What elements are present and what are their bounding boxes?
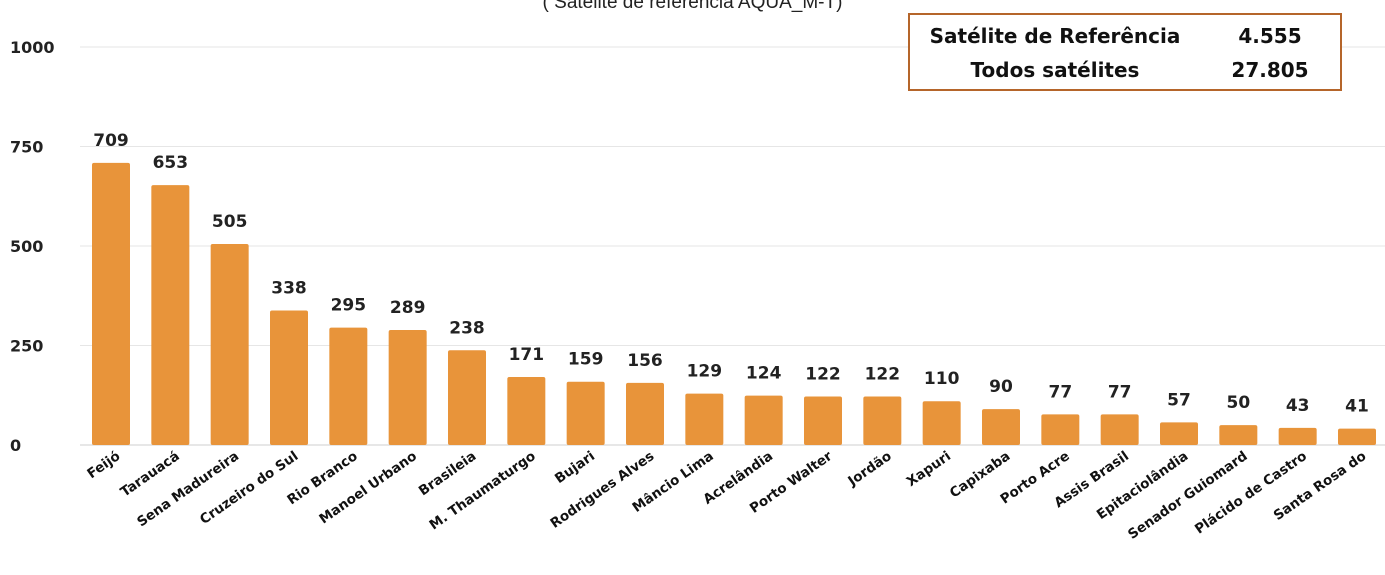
data-label: 238: [449, 318, 485, 338]
x-category-label: Feijó: [84, 448, 123, 482]
data-label: 295: [331, 296, 367, 316]
summary-table: Satélite de Referência 4.555 Todos satél…: [908, 13, 1342, 91]
data-label: 50: [1226, 393, 1250, 413]
bar: [1160, 422, 1198, 445]
data-label: 129: [687, 362, 723, 382]
data-label: 124: [746, 364, 782, 384]
data-label: 289: [390, 298, 426, 318]
data-label: 156: [627, 351, 663, 371]
bar: [626, 382, 664, 445]
bar: [685, 393, 724, 445]
bar: [922, 401, 961, 445]
data-label: 338: [271, 278, 307, 298]
bar: [210, 244, 249, 445]
bar: [270, 310, 308, 445]
y-tick-label: 250: [10, 337, 43, 356]
x-category-label: Cruzeiro do Sul: [197, 448, 301, 528]
data-label: 122: [865, 364, 901, 384]
data-label: 653: [153, 153, 189, 173]
bar: [566, 381, 605, 445]
y-tick-label: 750: [10, 138, 43, 157]
data-label: 90: [989, 377, 1013, 397]
data-label: 505: [212, 212, 248, 232]
data-label: 171: [509, 345, 545, 365]
summary-row-reference: Satélite de Referência 4.555: [910, 19, 1340, 53]
x-category-label: Manoel Urbano: [316, 448, 420, 527]
bar: [804, 396, 842, 445]
bar: [1278, 427, 1317, 445]
x-category-label: Jordão: [844, 448, 894, 490]
y-tick-label: 1000: [10, 38, 55, 57]
data-labels: 709 653 505 338 295 289 238 171 159 156 129 124 122 1…: [93, 131, 1369, 417]
data-label: 110: [924, 369, 960, 389]
bar: [507, 376, 546, 445]
y-tick-label: 500: [10, 237, 43, 256]
bar: [92, 162, 130, 445]
data-label: 77: [1048, 382, 1072, 402]
x-category-label: Xapuri: [904, 448, 954, 490]
x-category-label: Sena Madureira: [134, 448, 242, 530]
x-category-label: Plácido de Castro: [1192, 448, 1310, 537]
data-label: 709: [93, 131, 129, 151]
bars: [92, 162, 1376, 445]
summary-value-reference: 4.555: [1238, 24, 1302, 48]
bar: [329, 327, 368, 445]
bar: [982, 409, 1020, 445]
summary-row-all: Todos satélites 27.805: [910, 53, 1340, 87]
chart-subtitle: ( Satélite de referência AQUA_M-T): [542, 0, 843, 13]
bar: [1100, 414, 1139, 445]
bar: [388, 329, 427, 445]
bar: [151, 185, 190, 445]
bar: [1219, 425, 1258, 445]
summary-label-all: Todos satélites: [970, 58, 1140, 82]
bar: [1338, 428, 1376, 445]
data-label: 159: [568, 350, 604, 370]
bar: [1041, 414, 1080, 445]
data-label: 41: [1345, 397, 1369, 417]
x-category-label: M. Thaumaturgo: [427, 448, 539, 533]
y-axis-ticks: 0 250 500 750 1000: [10, 38, 55, 455]
summary-label-reference: Satélite de Referência: [929, 24, 1181, 48]
data-label: 77: [1108, 382, 1132, 402]
summary-value-all: 27.805: [1231, 58, 1309, 82]
x-category-label: Bujari: [552, 448, 598, 487]
x-category-label: Rodrigues Alves: [547, 448, 657, 532]
data-label: 43: [1286, 396, 1310, 416]
y-tick-label: 0: [10, 436, 21, 455]
data-label: 57: [1167, 390, 1191, 410]
bar: [448, 350, 486, 445]
data-label: 122: [805, 364, 841, 384]
bar: [863, 396, 902, 445]
bar: [744, 395, 783, 445]
